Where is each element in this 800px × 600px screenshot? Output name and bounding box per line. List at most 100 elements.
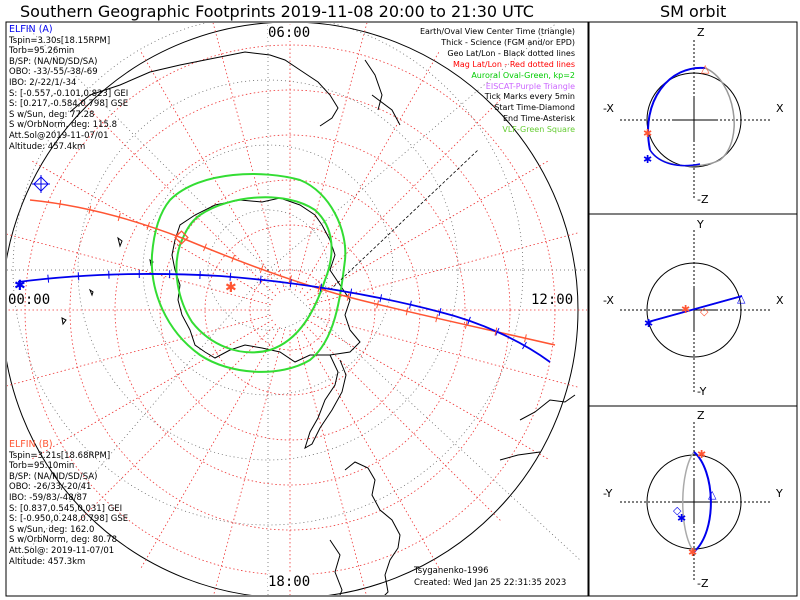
orbit-2-left-label: -X [603,294,614,307]
track-tick-mark [319,283,323,292]
track-tick-mark [317,284,321,293]
legend-item: Thick - Science (FGM and/or EPD) [441,37,575,47]
elfin-b-line: Att.Sol@: 2019-11-07/01 [9,545,115,556]
elfin-a-line: B/SP: (NA/ND/SD/SA) [9,56,98,67]
elfin-b-line: Torb=95.10min [9,461,75,472]
orbit-panel-xz [620,40,772,200]
track-tick-mark [464,320,468,329]
legend-item: Earth/Oval View Center Time (triangle) [419,27,575,36]
elfin-a-line: S w/OrbNorm, deg: 115.8 [9,120,118,131]
legend-item: Auroral Oval-Green, kp=2 [471,70,575,80]
auroral-oval-inner [175,196,333,354]
view-center-line [329,149,479,291]
elfin-b-line: IBO: -59/83/-48/87 [9,492,88,503]
track-tick-mark [494,327,498,336]
elfin-b-track [29,199,556,346]
track-tick-mark [495,328,500,336]
svg-text:✱: ✱ [644,317,653,330]
track-tick-mark [524,334,527,343]
islands [61,236,154,326]
legend-item: VLF-Green Square [502,125,575,135]
elfin-b-name: ELFIN (B) [9,439,53,450]
track-tick-mark [229,272,232,281]
svg-text:✱: ✱ [697,448,706,461]
track-tick-mark [203,243,207,252]
svg-text:✱: ✱ [681,303,690,316]
legend-item: Geo Lat/Lon - Black dotted lines [447,48,575,58]
track-tick-mark [47,274,50,283]
track-tick-mark [77,272,80,281]
svg-text:✱: ✱ [688,546,697,559]
elfin-a-line: IBO: 2/-22/1/-34 [9,77,77,88]
track-tick-mark [288,275,292,284]
track-tick-mark [349,288,353,297]
elfin-a-start-diamond [32,175,50,193]
orbit-2-top-label: Y [697,218,704,231]
elfin-a-line: S: [0.217,-0.584,0.798] GSE [9,99,129,110]
elfin-b-end-asterisk: ✱ [225,280,237,296]
legend-item: Start Time-Diamond [494,103,575,113]
created-label: Created: Wed Jan 25 22:31:35 2023 [414,578,567,588]
model-label: Tsyganenko-1996 [414,566,489,576]
svg-text:✱: ✱ [643,153,652,166]
elfin-b-line: S w/OrbNorm, deg: 80.78 [9,535,118,546]
elfin-a-info: ELFIN (A) Tspin=3.30s[18.15RPM] Torb=95.… [9,24,129,152]
legend: Earth/Oval View Center Time (triangle) T… [420,27,575,136]
clock-label-bottom: 18:00 [268,574,311,590]
orbit-1-right-label: X [776,102,784,115]
track-tick-mark [58,199,62,208]
track-tick-mark [379,294,383,303]
australia-coastline [69,51,339,127]
orbit-panel-xy [620,230,772,392]
track-tick-mark [231,254,236,263]
orbit-1-bottom-label: -Z [697,193,709,206]
auroral-oval-outer [150,173,347,373]
orbit-1-top-label: Z [697,26,705,39]
elfin-b-line: Altitude: 457.3km [9,556,86,567]
orbit-2-bottom-label: -Y [697,385,707,398]
elfin-a-line: Altitude: 457.4km [9,141,86,152]
orbit-2-right-label: X [776,294,784,307]
legend-item: EISCAT-Purple Triangle [485,81,575,91]
track-tick-mark [117,213,121,222]
track-tick-mark [467,316,471,325]
svg-text:◇: ◇ [673,504,682,517]
legend-item: Mag Lat/Lon - Red dotted lines [452,59,575,69]
page-title: Southern Geographic Footprints 2019-11-0… [20,2,534,21]
svg-text:△: △ [737,292,746,305]
orbit-3-bottom-label: -Z [697,577,709,590]
track-tick-mark [405,307,409,316]
elfin-a-line: S: [-0.557,-0.101,0.823] GEI [9,88,129,99]
track-tick-mark [376,300,380,309]
clock-label-right: 12:00 [531,292,574,308]
elfin-a-line: S w/Sun, deg: 77.28 [9,109,95,120]
elfin-a-end-asterisk: ✱ [14,278,26,294]
antarctic-peninsula [304,354,347,450]
orbit-1-left-label: -X [603,102,614,115]
svg-text:△: △ [701,62,710,75]
elfin-a-line: Att.Sol@2019-11-07/01 [9,130,109,141]
orbit-markers: △ ✱ ✱ △ ✱ ✱ ◇ ✱ △ ✱ ◇ ✱ [643,62,746,559]
elfin-b-line: S: [-0.950,0.248,0.798] GSE [9,514,129,525]
orbit-panel-yz [620,422,772,582]
track-tick-mark [438,307,442,316]
clock-label-top: 06:00 [268,25,311,41]
mag-lon-lines [7,23,587,595]
elfin-a-line: OBO: -33/-55/-38/-69 [9,67,98,78]
track-tick-mark [259,275,262,284]
svg-text:✱: ✱ [677,512,686,525]
elfin-a-name: ELFIN (A) [9,24,53,35]
elfin-a-line: Tspin=3.30s[18.15RPM] [9,35,111,46]
elfin-b-line: Tspin=3.21s[18.68RPM] [9,450,111,461]
orbit-3-left-label: -Y [603,487,613,500]
map-frame [5,21,589,597]
track-tick-mark [259,265,264,274]
africa-coastline [499,394,576,461]
svg-text:△: △ [708,488,717,501]
legend-item: End Time-Asterisk [502,114,575,124]
orbit-frame [588,21,798,597]
elfin-b-line: S: [0.837,0.545,0.031] GEI [9,503,123,514]
orbit-3-top-label: Z [697,409,705,422]
legend-item: Tick Marks every 5min [484,92,575,102]
